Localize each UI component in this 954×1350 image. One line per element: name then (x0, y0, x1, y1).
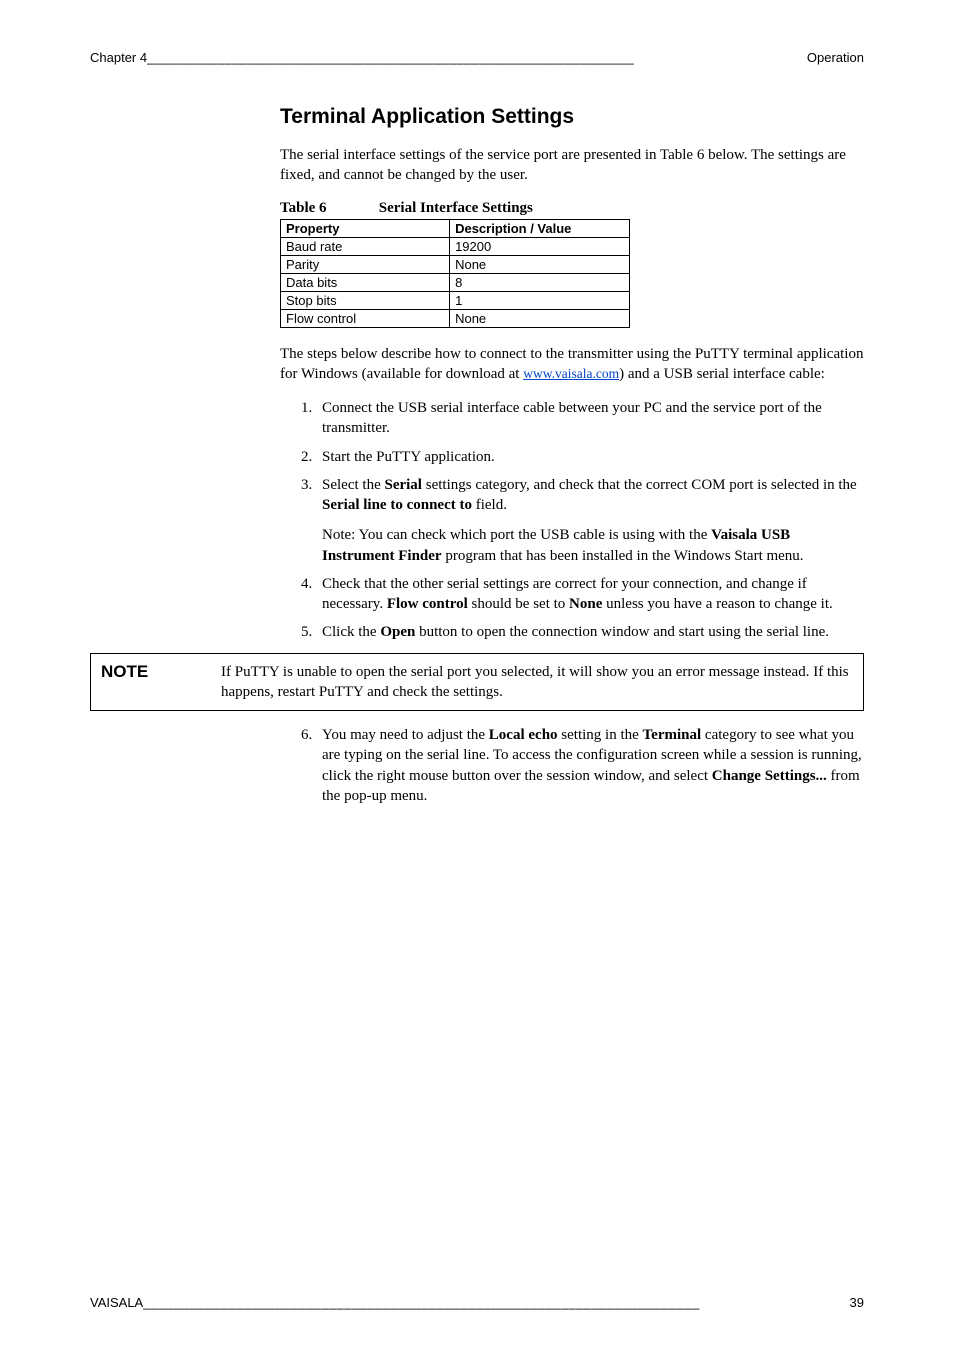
intro-paragraph: The serial interface settings of the ser… (280, 145, 864, 186)
step-5: Click the Open button to open the connec… (316, 622, 864, 642)
step-4: Check that the other serial settings are… (316, 574, 864, 615)
table-col-value: Description / Value (450, 219, 630, 237)
steps-list-continued: You may need to adjust the Local echo se… (280, 725, 864, 806)
note-text: If PuTTY is unable to open the serial po… (221, 662, 853, 703)
table-row: Flow control None (281, 309, 630, 327)
table-row: Stop bits 1 (281, 291, 630, 309)
step-6: You may need to adjust the Local echo se… (316, 725, 864, 806)
after-table-paragraph: The steps below describe how to connect … (280, 344, 864, 385)
table-title: Serial Interface Settings (379, 200, 533, 216)
step-1: Connect the USB serial interface cable b… (316, 398, 864, 439)
table-row: Baud rate 19200 (281, 237, 630, 255)
table-row: Parity None (281, 255, 630, 273)
steps-list: Connect the USB serial interface cable b… (280, 398, 864, 643)
table-row: Data bits 8 (281, 273, 630, 291)
step-2: Start the PuTTY application. (316, 447, 864, 467)
footer-fill: ________________________________________… (143, 1295, 849, 1310)
note-label: NOTE (101, 662, 221, 703)
table-header-row: Property Description / Value (281, 219, 630, 237)
footer-left: VAISALA (90, 1295, 143, 1310)
table-number: Table 6 (280, 200, 375, 217)
serial-settings-table: Property Description / Value Baud rate 1… (280, 219, 630, 328)
running-header: Chapter 4 ______________________________… (90, 50, 864, 65)
header-fill: ________________________________________… (147, 50, 807, 65)
table-caption: Table 6 Serial Interface Settings (280, 200, 864, 217)
header-right: Operation (807, 50, 864, 65)
footer-page-number: 39 (850, 1295, 864, 1310)
running-footer: VAISALA ________________________________… (90, 1295, 864, 1310)
step-3-note: Note: You can check which port the USB c… (322, 525, 864, 566)
note-box: NOTE If PuTTY is unable to open the seri… (90, 653, 864, 712)
header-left: Chapter 4 (90, 50, 147, 65)
section-title: Terminal Application Settings (280, 105, 864, 129)
step-3: Select the Serial settings category, and… (316, 475, 864, 566)
vaisala-link[interactable]: www.vaisala.com (523, 366, 619, 381)
table-col-property: Property (281, 219, 450, 237)
